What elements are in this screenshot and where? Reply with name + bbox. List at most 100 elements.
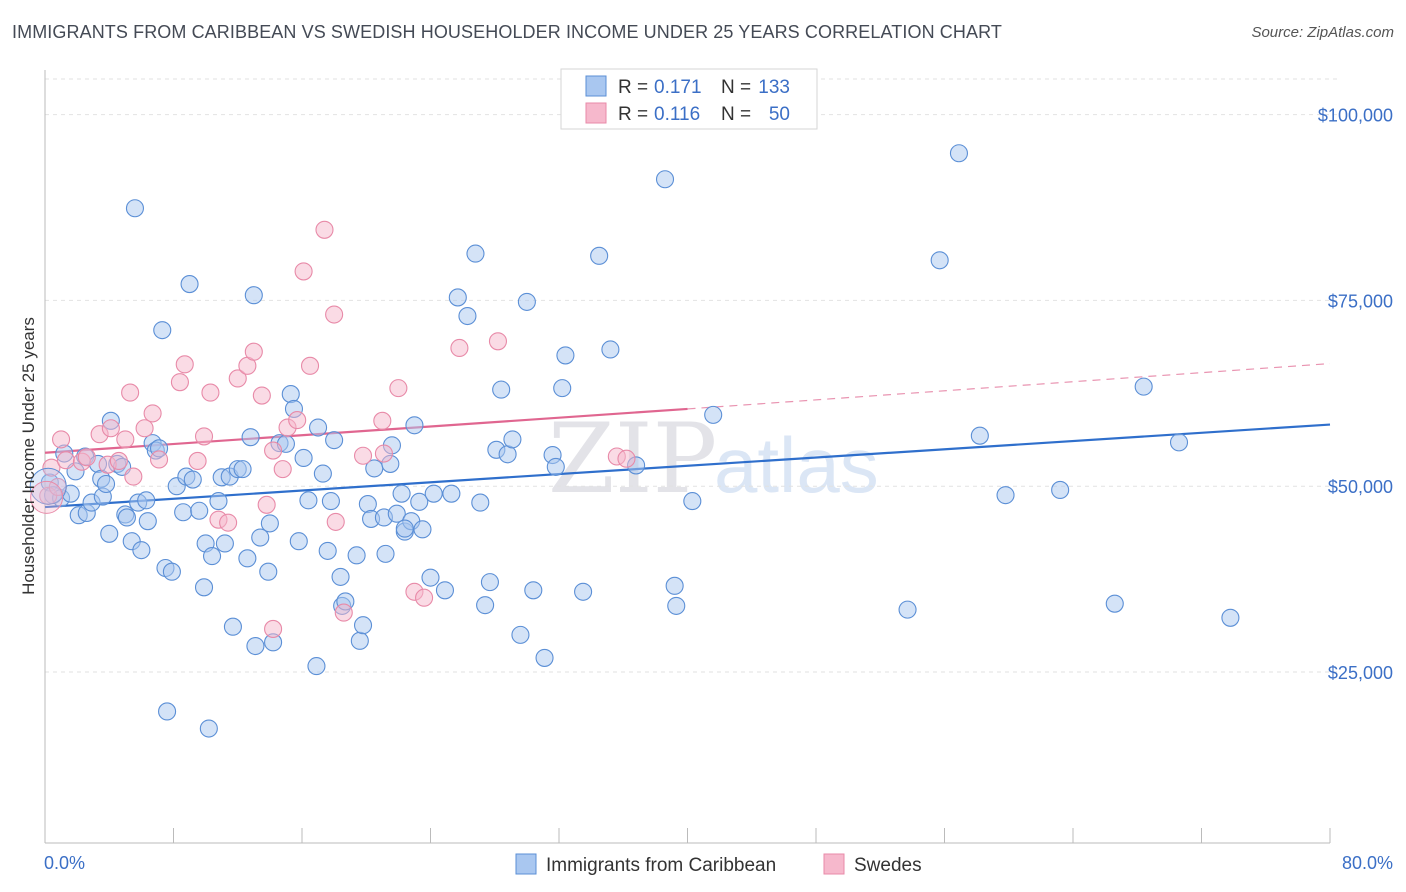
bottom-legend-label-caribbean: Immigrants from Caribbean: [546, 855, 776, 876]
data-point: [190, 501, 209, 520]
data-point: [294, 262, 313, 281]
legend: R = 0.171 N = 133 R = 0.116 N = 50: [560, 68, 818, 130]
legend-n-value-caribbean: 133: [758, 77, 790, 98]
data-point: [199, 719, 218, 738]
data-point: [387, 504, 406, 523]
data-point: [415, 588, 434, 607]
data-point: [424, 484, 443, 503]
data-point: [617, 449, 636, 468]
data-point: [318, 541, 337, 560]
data-point: [149, 450, 169, 469]
data-point: [203, 547, 222, 566]
data-point: [930, 251, 949, 270]
data-point: [135, 419, 154, 438]
data-point: [476, 596, 495, 615]
data-point: [121, 383, 140, 402]
data-point: [52, 430, 71, 449]
data-point: [667, 596, 686, 615]
data-point: [125, 199, 144, 218]
data-point: [309, 418, 328, 437]
y-tick-label: $75,000: [1328, 291, 1393, 311]
trend-line-caribbean: [44, 423, 1331, 509]
x-tick-label-min: 0.0%: [44, 853, 85, 873]
data-point: [574, 582, 593, 601]
data-point: [392, 484, 411, 503]
data-point: [162, 562, 181, 581]
data-point: [334, 603, 353, 622]
data-point: [219, 513, 238, 532]
data-point: [215, 534, 234, 553]
data-point: [251, 528, 270, 547]
data-point: [252, 386, 271, 405]
y-axis-title: Householder Income Under 25 years: [19, 317, 38, 595]
data-point: [238, 549, 257, 568]
data-point: [395, 519, 414, 538]
y-tick-label: $100,000: [1318, 106, 1393, 126]
data-point: [183, 470, 202, 489]
trend-line-extension-swedes: [687, 362, 1331, 410]
data-point: [228, 369, 247, 388]
data-point: [374, 444, 393, 463]
data-point: [273, 460, 292, 479]
data-point: [315, 220, 334, 239]
data-point: [553, 379, 572, 398]
scatter-points: [29, 144, 1240, 738]
data-point: [353, 616, 373, 635]
data-point: [590, 246, 609, 265]
data-point: [246, 636, 265, 656]
axes: [44, 70, 1331, 844]
data-point: [244, 342, 263, 361]
legend-n-label-swedes: N =: [721, 104, 751, 125]
data-point: [174, 503, 193, 522]
data-point: [373, 411, 392, 430]
data-point: [307, 657, 326, 676]
data-point: [132, 541, 151, 560]
data-point: [241, 428, 260, 447]
data-point: [244, 286, 263, 305]
data-point: [683, 492, 702, 511]
source-credit: Source: ZipAtlas.com: [1251, 24, 1394, 41]
legend-r-label-swedes: R =: [618, 104, 648, 125]
data-point: [42, 458, 61, 477]
data-point: [313, 464, 332, 483]
data-point: [101, 419, 120, 438]
data-point: [170, 373, 189, 392]
data-point: [1221, 608, 1240, 627]
data-point: [288, 411, 307, 430]
data-point: [109, 451, 128, 471]
data-point: [535, 648, 554, 667]
data-point: [413, 520, 432, 539]
data-point: [503, 430, 522, 449]
legend-r-value-swedes: 0.116: [654, 104, 700, 125]
data-point: [223, 617, 242, 636]
data-point: [116, 430, 135, 449]
series-swedes: [39, 220, 636, 638]
data-point: [492, 380, 511, 399]
data-point: [326, 512, 345, 531]
y-tick-labels: $25,000 $50,000 $75,000 $100,000: [1318, 106, 1393, 683]
data-point: [358, 495, 377, 514]
data-point: [100, 524, 119, 543]
watermark-atlas: atlas: [714, 421, 879, 509]
legend-n-label-caribbean: N =: [721, 77, 751, 98]
data-point: [294, 448, 313, 468]
data-point: [259, 562, 278, 581]
data-point: [376, 544, 395, 563]
data-point: [556, 346, 575, 365]
data-point: [260, 514, 279, 533]
data-point: [188, 451, 207, 471]
data-point: [331, 567, 350, 586]
data-point: [137, 491, 156, 510]
data-point: [421, 568, 440, 587]
data-point: [264, 619, 283, 638]
data-point: [257, 495, 276, 514]
data-point: [448, 288, 467, 307]
data-point: [347, 546, 366, 565]
data-point: [524, 581, 543, 600]
data-point: [299, 491, 318, 510]
data-point: [264, 441, 283, 460]
bottom-legend-swatch-swedes: [823, 853, 845, 875]
data-point: [117, 508, 136, 527]
data-point: [898, 600, 917, 619]
